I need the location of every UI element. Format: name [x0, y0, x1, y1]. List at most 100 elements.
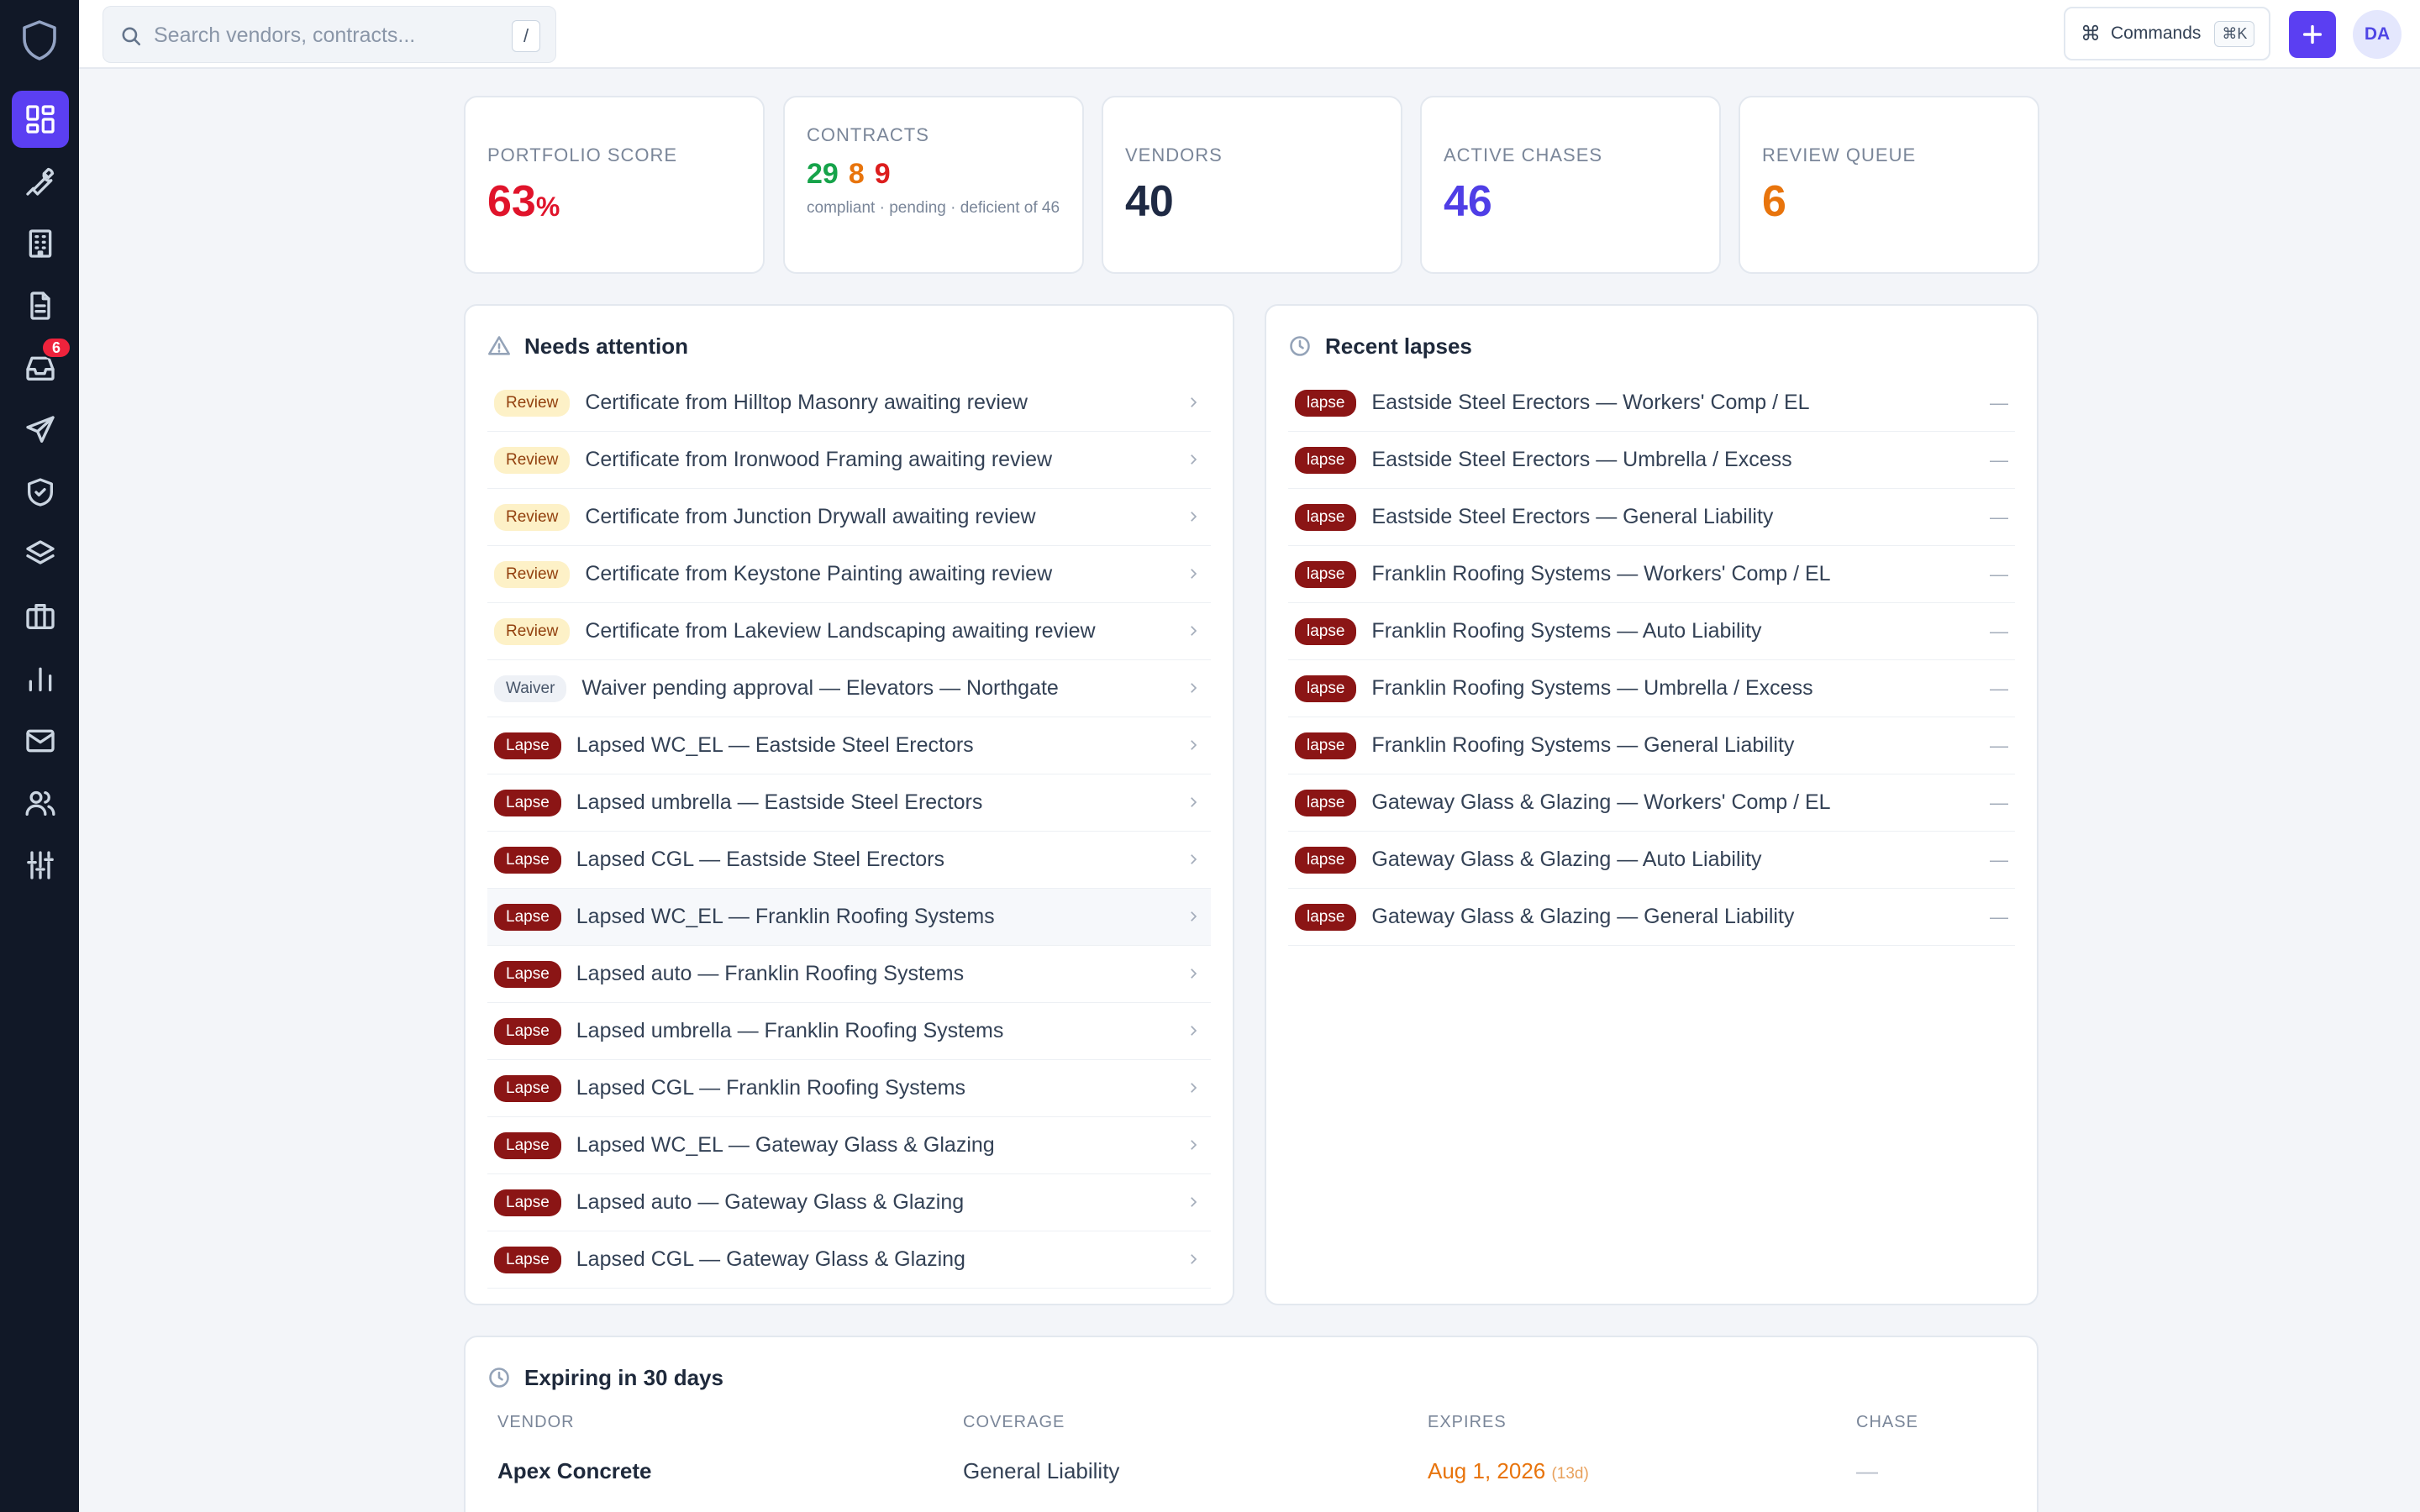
row-text: Lapsed CGL — Gateway Glass & Glazing: [576, 1247, 965, 1271]
stat-active-chases[interactable]: Active Chases 46: [1420, 96, 1721, 274]
status-badge: Lapse: [494, 1131, 561, 1159]
row-text: Lapsed CGL — Franklin Roofing Systems: [576, 1076, 965, 1100]
stat-review-queue[interactable]: Review Queue 6: [1739, 96, 2039, 274]
chevron-right-icon: [1191, 683, 1197, 693]
expiring-title: Expiring in 30 days: [524, 1364, 723, 1390]
stat-contracts[interactable]: Contracts 29 8 9 compliant · pending · def…: [783, 96, 1084, 274]
sidebar-item-compliance[interactable]: [12, 464, 69, 521]
score-unit: %: [535, 192, 560, 222]
sidebar-item-dashboard[interactable]: [12, 91, 69, 148]
expiring-vendor[interactable]: Apex Concrete: [497, 1458, 652, 1483]
chevron-right-icon: [1191, 454, 1197, 465]
attention-row[interactable]: Lapse Lapsed umbrella — Franklin Roofing …: [487, 1003, 1211, 1060]
sidebar-item-portfolio[interactable]: [12, 588, 69, 645]
status-badge: lapse: [1295, 675, 1357, 702]
attention-row[interactable]: Lapse Lapsed umbrella — Eastside Steel Er…: [487, 774, 1211, 832]
attention-row[interactable]: Lapse Lapsed auto — Gateway Glass & Glazi…: [487, 1174, 1211, 1231]
sidebar-item-users[interactable]: [12, 774, 69, 832]
grid-icon: [26, 105, 55, 134]
lapse-row[interactable]: lapse Gateway Glass & Glazing — Workers' …: [1288, 774, 2015, 832]
sidebar-item-tools[interactable]: [12, 153, 69, 210]
status-badge: Lapse: [494, 960, 561, 988]
lapse-row[interactable]: lapse Gateway Glass & Glazing — Auto Liab…: [1288, 832, 2015, 889]
attention-row[interactable]: Lapse Lapsed auto — Franklin Roofing Syst…: [487, 946, 1211, 1003]
search-input[interactable]: [154, 18, 490, 52]
lapse-row[interactable]: lapse Eastside Steel Erectors — Umbrella …: [1288, 432, 2015, 489]
wrench-icon: [26, 167, 55, 196]
status-badge: lapse: [1295, 560, 1357, 588]
sidebar-item-settings[interactable]: [12, 837, 69, 894]
chevron-right-icon: [1191, 1254, 1197, 1264]
lapse-row[interactable]: lapse Franklin Roofing Systems — Umbrella…: [1288, 660, 2015, 717]
attention-row[interactable]: Lapse Lapsed CGL — Franklin Roofing Syste…: [487, 1060, 1211, 1117]
document-icon: [30, 291, 50, 320]
lapse-row[interactable]: lapse Franklin Roofing Systems — Auto Lia…: [1288, 603, 2015, 660]
row-value: —: [1990, 734, 2008, 756]
attention-row[interactable]: Lapse Lapsed CGL — Eastside Steel Erector…: [487, 832, 1211, 889]
status-badge: Lapse: [494, 1074, 561, 1102]
attention-row[interactable]: Lapse Lapsed WC_EL — Gateway Glass & Glaz…: [487, 1117, 1211, 1174]
stat-vendors[interactable]: Vendors 40: [1102, 96, 1402, 274]
sidebar-item-documents[interactable]: [12, 277, 69, 334]
status-badge: Review: [494, 446, 571, 474]
sidebar-item-inbox[interactable]: [12, 339, 69, 396]
sidebar-item-send[interactable]: [12, 402, 69, 459]
row-text: Franklin Roofing Systems — Workers' Comp…: [1371, 562, 1831, 585]
row-text: Lapsed WC_EL — Eastside Steel Erectors: [576, 733, 974, 757]
clock-icon: [1290, 336, 1310, 356]
row-value: —: [1990, 791, 2008, 813]
chevron-right-icon: [1191, 911, 1197, 921]
chevron-right-icon: [1191, 1197, 1197, 1207]
attention-row[interactable]: Waiver Waiver pending approval — Elevator…: [487, 660, 1211, 717]
sliders-icon: [27, 851, 54, 879]
add-button[interactable]: [2289, 11, 2336, 58]
attention-row[interactable]: Lapse Lapsed CGL — Gateway Glass & Glazin…: [487, 1231, 1211, 1289]
lapse-row[interactable]: lapse Franklin Roofing Systems — Workers'…: [1288, 546, 2015, 603]
stat-label: Active Chases: [1444, 144, 1603, 165]
sidebar-item-reports[interactable]: [12, 650, 69, 707]
column-header-coverage[interactable]: Coverage: [963, 1413, 1065, 1431]
column-header-chase[interactable]: Chase: [1856, 1413, 1918, 1431]
row-text: Certificate from Junction Drywall awaiti…: [585, 505, 1036, 528]
row-value: —: [1990, 449, 2008, 470]
expiring-date-value: Aug 1, 2026: [1428, 1458, 1546, 1483]
attention-row[interactable]: Review Certificate from Hilltop Masonry a…: [487, 375, 1211, 432]
sidebar-item-mail[interactable]: [12, 712, 69, 769]
chevron-right-icon: [1191, 569, 1197, 579]
attention-row[interactable]: Review Certificate from Lakeview Landscap…: [487, 603, 1211, 660]
attention-row[interactable]: Lapse Lapsed WC_EL — Eastside Steel Erect…: [487, 717, 1211, 774]
attention-row[interactable]: Lapse Lapsed WC_EL — Franklin Roofing Sys…: [487, 889, 1211, 946]
stat-portfolio-score[interactable]: Portfolio Score 63%: [464, 96, 765, 274]
expiring-chase: —: [1856, 1458, 1878, 1483]
stat-value: 6: [1762, 177, 1786, 226]
shield-icon[interactable]: [19, 18, 60, 62]
lapse-row[interactable]: lapse Gateway Glass & Glazing — General L…: [1288, 889, 2015, 946]
attention-row[interactable]: Review Certificate from Ironwood Framing …: [487, 432, 1211, 489]
chevron-right-icon: [1191, 854, 1197, 864]
commands-button[interactable]: ⌘ Commands ⌘K: [2064, 7, 2270, 60]
row-text: Eastside Steel Erectors — General Liabil…: [1371, 505, 1774, 528]
column-header-vendor[interactable]: Vendor: [497, 1413, 575, 1431]
lapse-row[interactable]: lapse Eastside Steel Erectors — General L…: [1288, 489, 2015, 546]
stat-value: 46: [1444, 177, 1492, 226]
sidebar-item-layers[interactable]: [12, 526, 69, 583]
row-value: —: [1990, 506, 2008, 528]
attention-row[interactable]: Review Certificate from Junction Drywall …: [487, 489, 1211, 546]
row-text: Lapsed WC_EL — Franklin Roofing Systems: [576, 905, 995, 928]
users-icon: [25, 790, 55, 816]
sidebar-item-buildings[interactable]: [12, 215, 69, 272]
stat-label: Portfolio Score: [487, 144, 678, 165]
lapse-row[interactable]: lapse Franklin Roofing Systems — General …: [1288, 717, 2015, 774]
avatar[interactable]: DA: [2353, 10, 2402, 59]
column-header-expires[interactable]: Expires: [1428, 1413, 1507, 1431]
panel-title: Needs attention: [487, 331, 688, 361]
attention-row[interactable]: Review Certificate from Keystone Painting…: [487, 546, 1211, 603]
lapse-row[interactable]: lapse Eastside Steel Erectors — Workers' …: [1288, 375, 2015, 432]
expiring-days: (13d): [1551, 1465, 1589, 1483]
status-badge: Lapse: [494, 1246, 561, 1273]
search-box[interactable]: /: [103, 6, 556, 63]
command-icon: ⌘: [2081, 22, 2101, 45]
row-value: —: [1990, 620, 2008, 642]
row-text: Franklin Roofing Systems — General Liabi…: [1371, 733, 1795, 757]
status-badge: lapse: [1295, 903, 1357, 931]
